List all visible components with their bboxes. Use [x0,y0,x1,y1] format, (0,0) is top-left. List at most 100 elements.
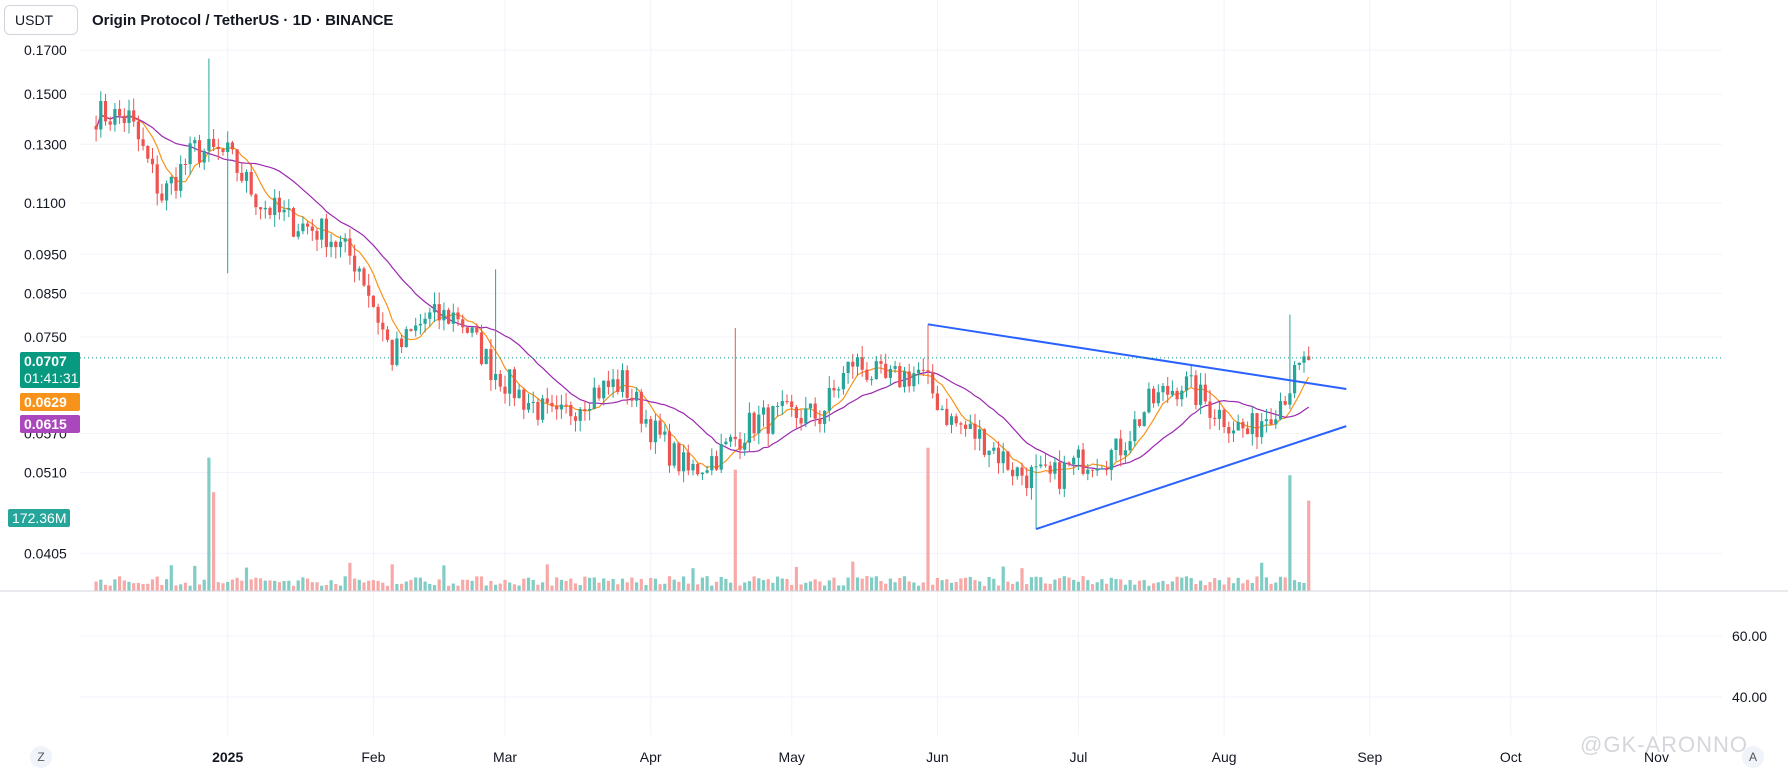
candle-body [1076,449,1080,458]
candle-body [1213,417,1217,419]
volume-bar [677,581,681,591]
volume-bar [743,582,747,591]
volume-bar [663,583,667,591]
volume-bar [188,585,192,591]
volume-bar [301,577,305,591]
volume-bar [555,577,559,591]
candle-body [1025,475,1029,489]
volume-bar [437,579,441,591]
candle-body [503,386,507,394]
candle-body [541,398,545,420]
volume-bar [1231,583,1236,591]
candle-body [442,309,446,321]
volume-bar [1175,576,1179,591]
volume-bar [1278,576,1283,591]
volume-bar [400,583,404,591]
candle-body [855,357,860,367]
price-tick-label: 0.1700 [24,42,67,58]
symbol-title[interactable]: Origin Protocol / TetherUS · 1D · BINANC… [92,11,394,29]
candle-body [935,393,939,411]
oscillator-axis[interactable]: 60.00 40.00 [1732,628,1767,705]
quote-currency-selector[interactable]: USDT [4,5,78,35]
volume-bar [165,579,169,591]
candle-body [921,369,925,371]
volume-bar [381,582,385,591]
volume-bar [1208,582,1212,591]
candle-body [658,420,662,435]
candle-body [324,218,328,248]
candle-body [475,327,479,333]
candle-body [1043,464,1048,466]
price-tick-label: 0.0405 [24,545,67,561]
volume-bar [733,469,737,591]
volume-bar [696,584,700,591]
candle-body [597,387,601,399]
candle-body [832,387,836,391]
trendline[interactable] [1035,425,1347,530]
candle-body [1011,469,1015,477]
candle-body [827,387,831,411]
volume-bar [183,582,187,591]
auto-scale-button[interactable]: A [1742,746,1764,768]
volume-bar [1095,582,1099,591]
volume-bar [954,581,958,591]
volume-bar [531,579,535,591]
candle-body [776,405,780,407]
candle-body [207,138,211,151]
candle-body [226,142,230,152]
volume-bar [1072,579,1076,591]
volume-bar [996,585,1001,591]
volume-bar [517,585,521,591]
volume-bar [832,577,836,591]
candle-body [606,380,610,387]
volume-bar [230,579,234,591]
time-tick-label: Nov [1644,749,1669,765]
candle-body [968,423,972,429]
candle-body [743,442,747,450]
volume-bar [1166,584,1170,591]
trendline[interactable] [927,323,1347,390]
candle-body [625,370,629,398]
volume-bar [870,577,874,591]
price-axis[interactable]: 0.1700 0.1500 0.1300 0.1100 0.0950 0.0850 0.07… [24,42,67,561]
volume-bar [1053,579,1057,591]
volume-bar [315,582,319,591]
volume-bar [1119,579,1123,591]
volume-bar [1015,581,1019,591]
volume-bar [202,579,206,591]
volume-bar [118,576,122,591]
volume-bar [902,576,907,591]
zoom-button[interactable]: Z [30,746,52,768]
candle-body [414,325,418,331]
volume-bar [414,577,418,591]
volume-bar [1288,475,1292,591]
volume-bar [249,579,253,591]
volume-bar [907,581,911,591]
volume-bar [691,568,695,591]
volume-bar [639,578,643,591]
candle-body [573,416,578,421]
time-axis[interactable]: 2025 Feb Mar Apr May Jun Jul Aug Sep Oct Nov [212,749,1669,765]
volume-bar [536,584,540,591]
candle-body [973,423,977,439]
candle-body [851,361,855,367]
volume-bar [1250,583,1254,591]
candle-body [146,146,150,159]
candle-body [536,401,540,420]
volume-bar [888,578,892,591]
candle-body [1222,409,1226,428]
volume-bar [404,581,408,591]
volume-bar [508,582,512,591]
candle-body [371,295,375,307]
candle-body [1062,462,1066,489]
time-tick-label: Oct [1500,749,1522,765]
volume-bar [865,576,869,591]
volume-bar [1114,579,1118,591]
volume-bar [310,582,314,591]
oscillator-tick-label: 60.00 [1732,628,1767,644]
candle-body [940,408,944,411]
volume-bar [1297,582,1301,591]
candle-body [1058,462,1062,489]
volume-bar [799,584,803,591]
